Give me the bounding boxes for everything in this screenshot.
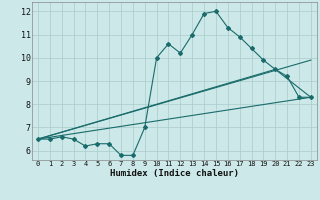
X-axis label: Humidex (Indice chaleur): Humidex (Indice chaleur) xyxy=(110,169,239,178)
